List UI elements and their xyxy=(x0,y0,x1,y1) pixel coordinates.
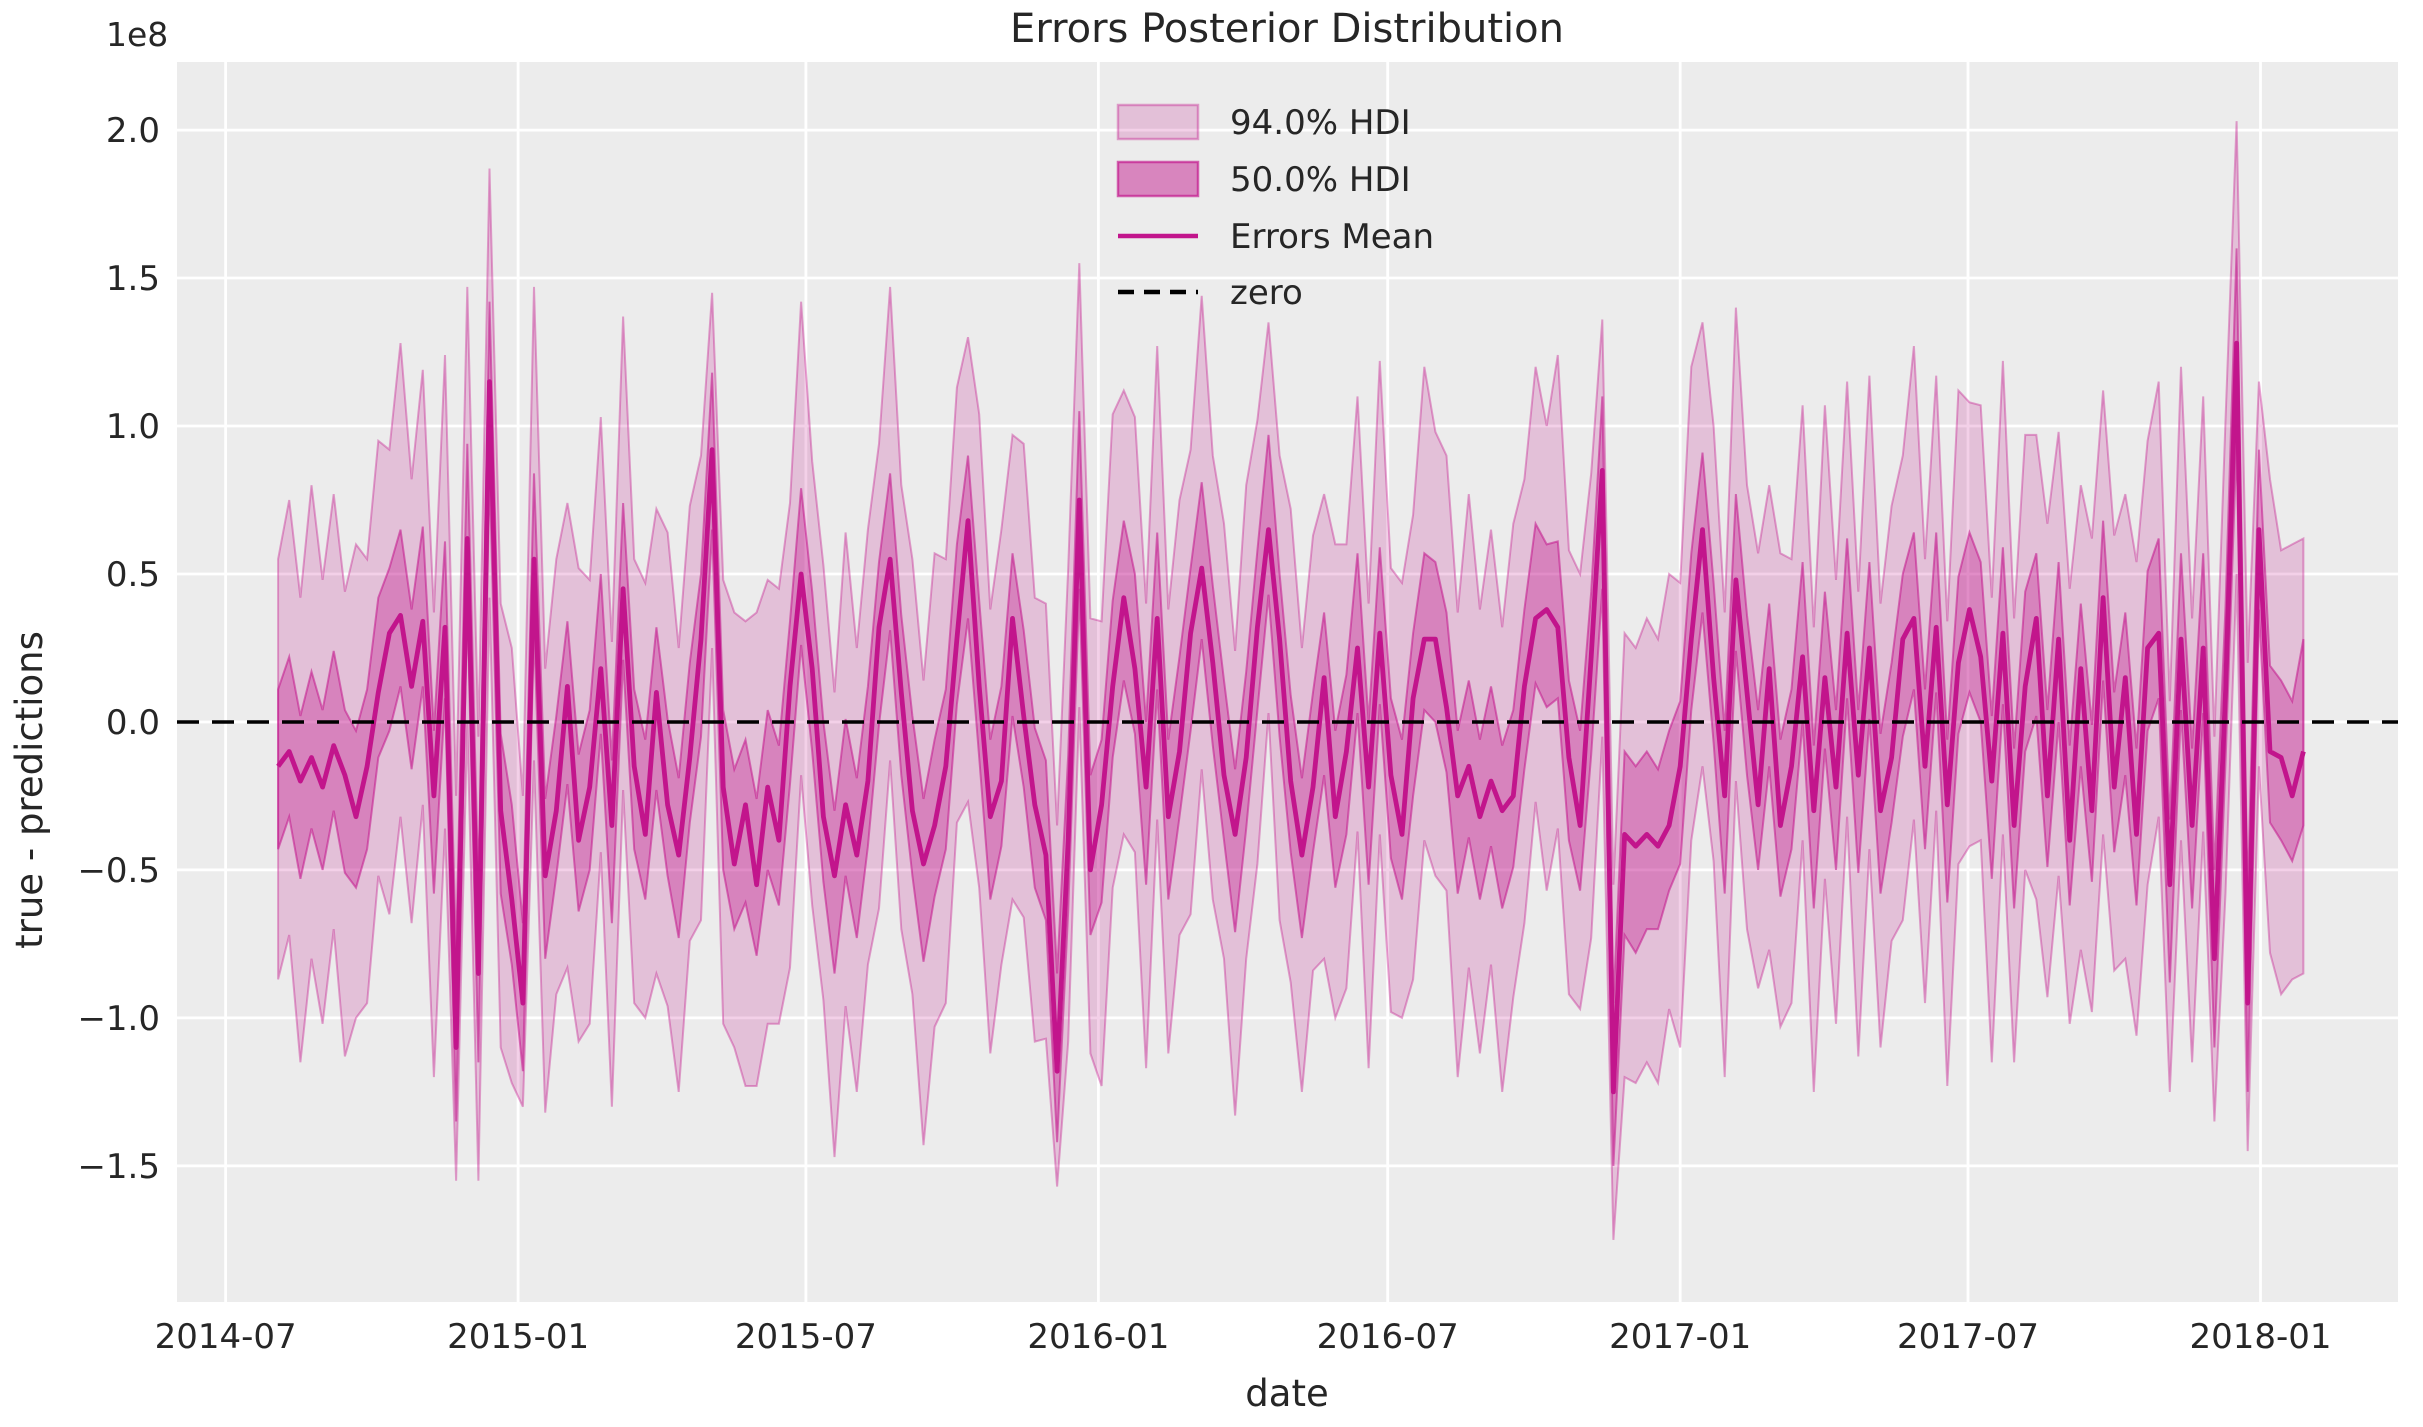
x-tick-label: 2015-07 xyxy=(735,1317,877,1357)
y-tick-label: 2.0 xyxy=(106,111,160,151)
hdi-bands xyxy=(277,121,2305,1240)
hdi-94-band xyxy=(277,121,2305,1240)
chart-title: Errors Posterior Distribution xyxy=(1010,6,1564,52)
legend-item-label: 94.0% HDI xyxy=(1230,103,1411,143)
errors-mean-line xyxy=(276,340,2306,1095)
x-tick-label: 2018-01 xyxy=(2189,1317,2331,1357)
y-tick-label: 0.5 xyxy=(106,555,160,595)
legend-item-label: Errors Mean xyxy=(1230,217,1434,257)
y-tick-label: 1.0 xyxy=(106,407,160,447)
y-tick-label: −1.5 xyxy=(77,1147,160,1187)
y-tick-label: −1.0 xyxy=(77,999,160,1039)
legend: 94.0% HDI 50.0% HDI Errors Mean zero xyxy=(1116,103,1434,313)
legend-item-label: zero xyxy=(1230,273,1303,313)
x-tick-label: 2014-07 xyxy=(155,1317,297,1357)
legend-swatch-hdi50 xyxy=(1116,160,1200,198)
x-tick-label: 2016-07 xyxy=(1317,1317,1459,1357)
x-tick-label: 2016-01 xyxy=(1027,1317,1169,1357)
x-tick-label: 2017-01 xyxy=(1609,1317,1751,1357)
x-tick-label: 2017-07 xyxy=(1897,1317,2039,1357)
hdi-50-band xyxy=(277,248,2305,1166)
y-tick-label: 1.5 xyxy=(106,259,160,299)
legend-item-label: 50.0% HDI xyxy=(1230,160,1411,200)
y-offset-label: 1e8 xyxy=(106,15,168,54)
x-tick-label: 2015-01 xyxy=(447,1317,589,1357)
x-axis-label: date xyxy=(1245,1372,1328,1415)
y-tick-label: −0.5 xyxy=(77,851,160,891)
y-tick-label: 0.0 xyxy=(106,703,160,743)
legend-swatch-hdi94 xyxy=(1116,103,1200,141)
axis-tick-labels: 2014-07 2015-01 2015-07 2016-01 2016-07 2017-… xyxy=(77,111,2331,1357)
mean-line-layer xyxy=(276,340,2306,1095)
y-axis-label: true - predictions xyxy=(8,631,51,949)
